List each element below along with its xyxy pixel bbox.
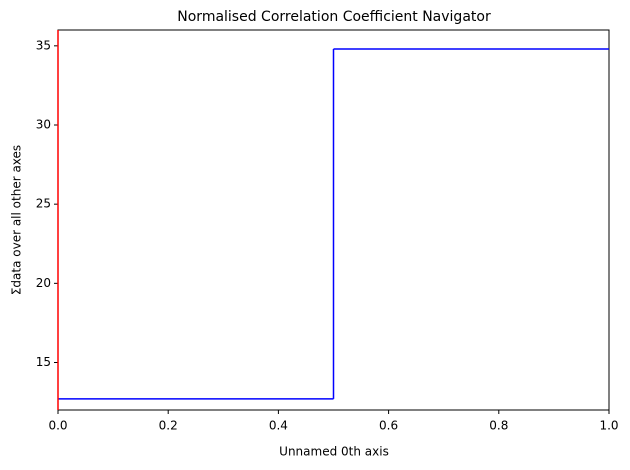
y-tick-label: 20 <box>36 276 51 290</box>
x-tick-label: 0.6 <box>379 419 398 433</box>
x-tick-label: 1.0 <box>599 419 618 433</box>
y-tick-label: 15 <box>36 355 51 369</box>
y-tick-label: 25 <box>36 197 51 211</box>
y-tick-label: 30 <box>36 118 51 132</box>
x-tick-label: 0.2 <box>159 419 178 433</box>
x-tick-label: 0.4 <box>269 419 288 433</box>
y-tick-label: 35 <box>36 38 51 52</box>
x-tick-label: 0.8 <box>489 419 508 433</box>
chart-title: Normalised Correlation Coefficient Navig… <box>177 9 491 25</box>
y-axis-label: Σdata over all other axes <box>10 145 24 295</box>
x-tick-label: 0.0 <box>48 419 67 433</box>
x-axis-label: Unnamed 0th axis <box>279 445 389 459</box>
